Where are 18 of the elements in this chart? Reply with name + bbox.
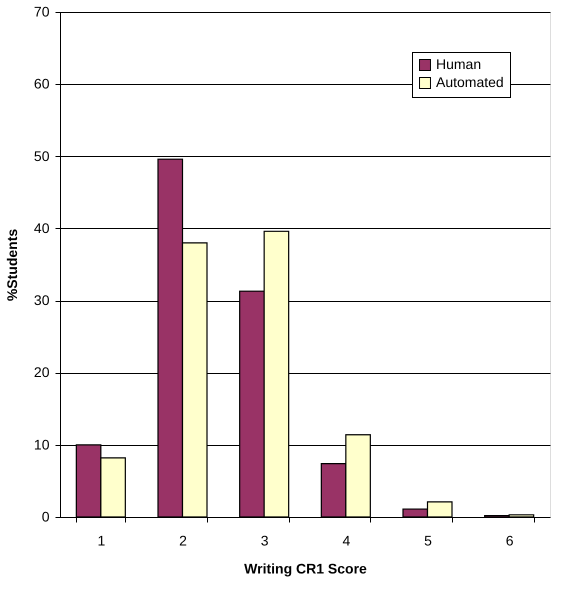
y-tick-label: 50	[34, 148, 50, 164]
y-axis-title: %Students	[4, 228, 20, 302]
y-tick-label: 40	[34, 220, 50, 236]
legend-label: Human	[436, 56, 482, 72]
y-tick-label: 30	[34, 292, 50, 308]
x-tick-label: 6	[506, 532, 514, 548]
y-tick-label: 60	[34, 76, 50, 92]
x-tick-label: 2	[179, 532, 188, 548]
y-tick-label: 0	[42, 508, 50, 524]
y-tick-label: 70	[34, 4, 50, 20]
legend-label: Automated	[436, 74, 504, 90]
x-tick-label: 1	[97, 532, 106, 548]
x-tick-label: 5	[424, 532, 432, 548]
x-tick-label: 3	[260, 532, 269, 548]
y-tick-label: 10	[34, 436, 50, 452]
x-axis-title: Writing CR1 Score	[244, 560, 368, 576]
y-tick-label: 20	[34, 364, 50, 380]
x-tick-label: 4	[342, 532, 350, 548]
